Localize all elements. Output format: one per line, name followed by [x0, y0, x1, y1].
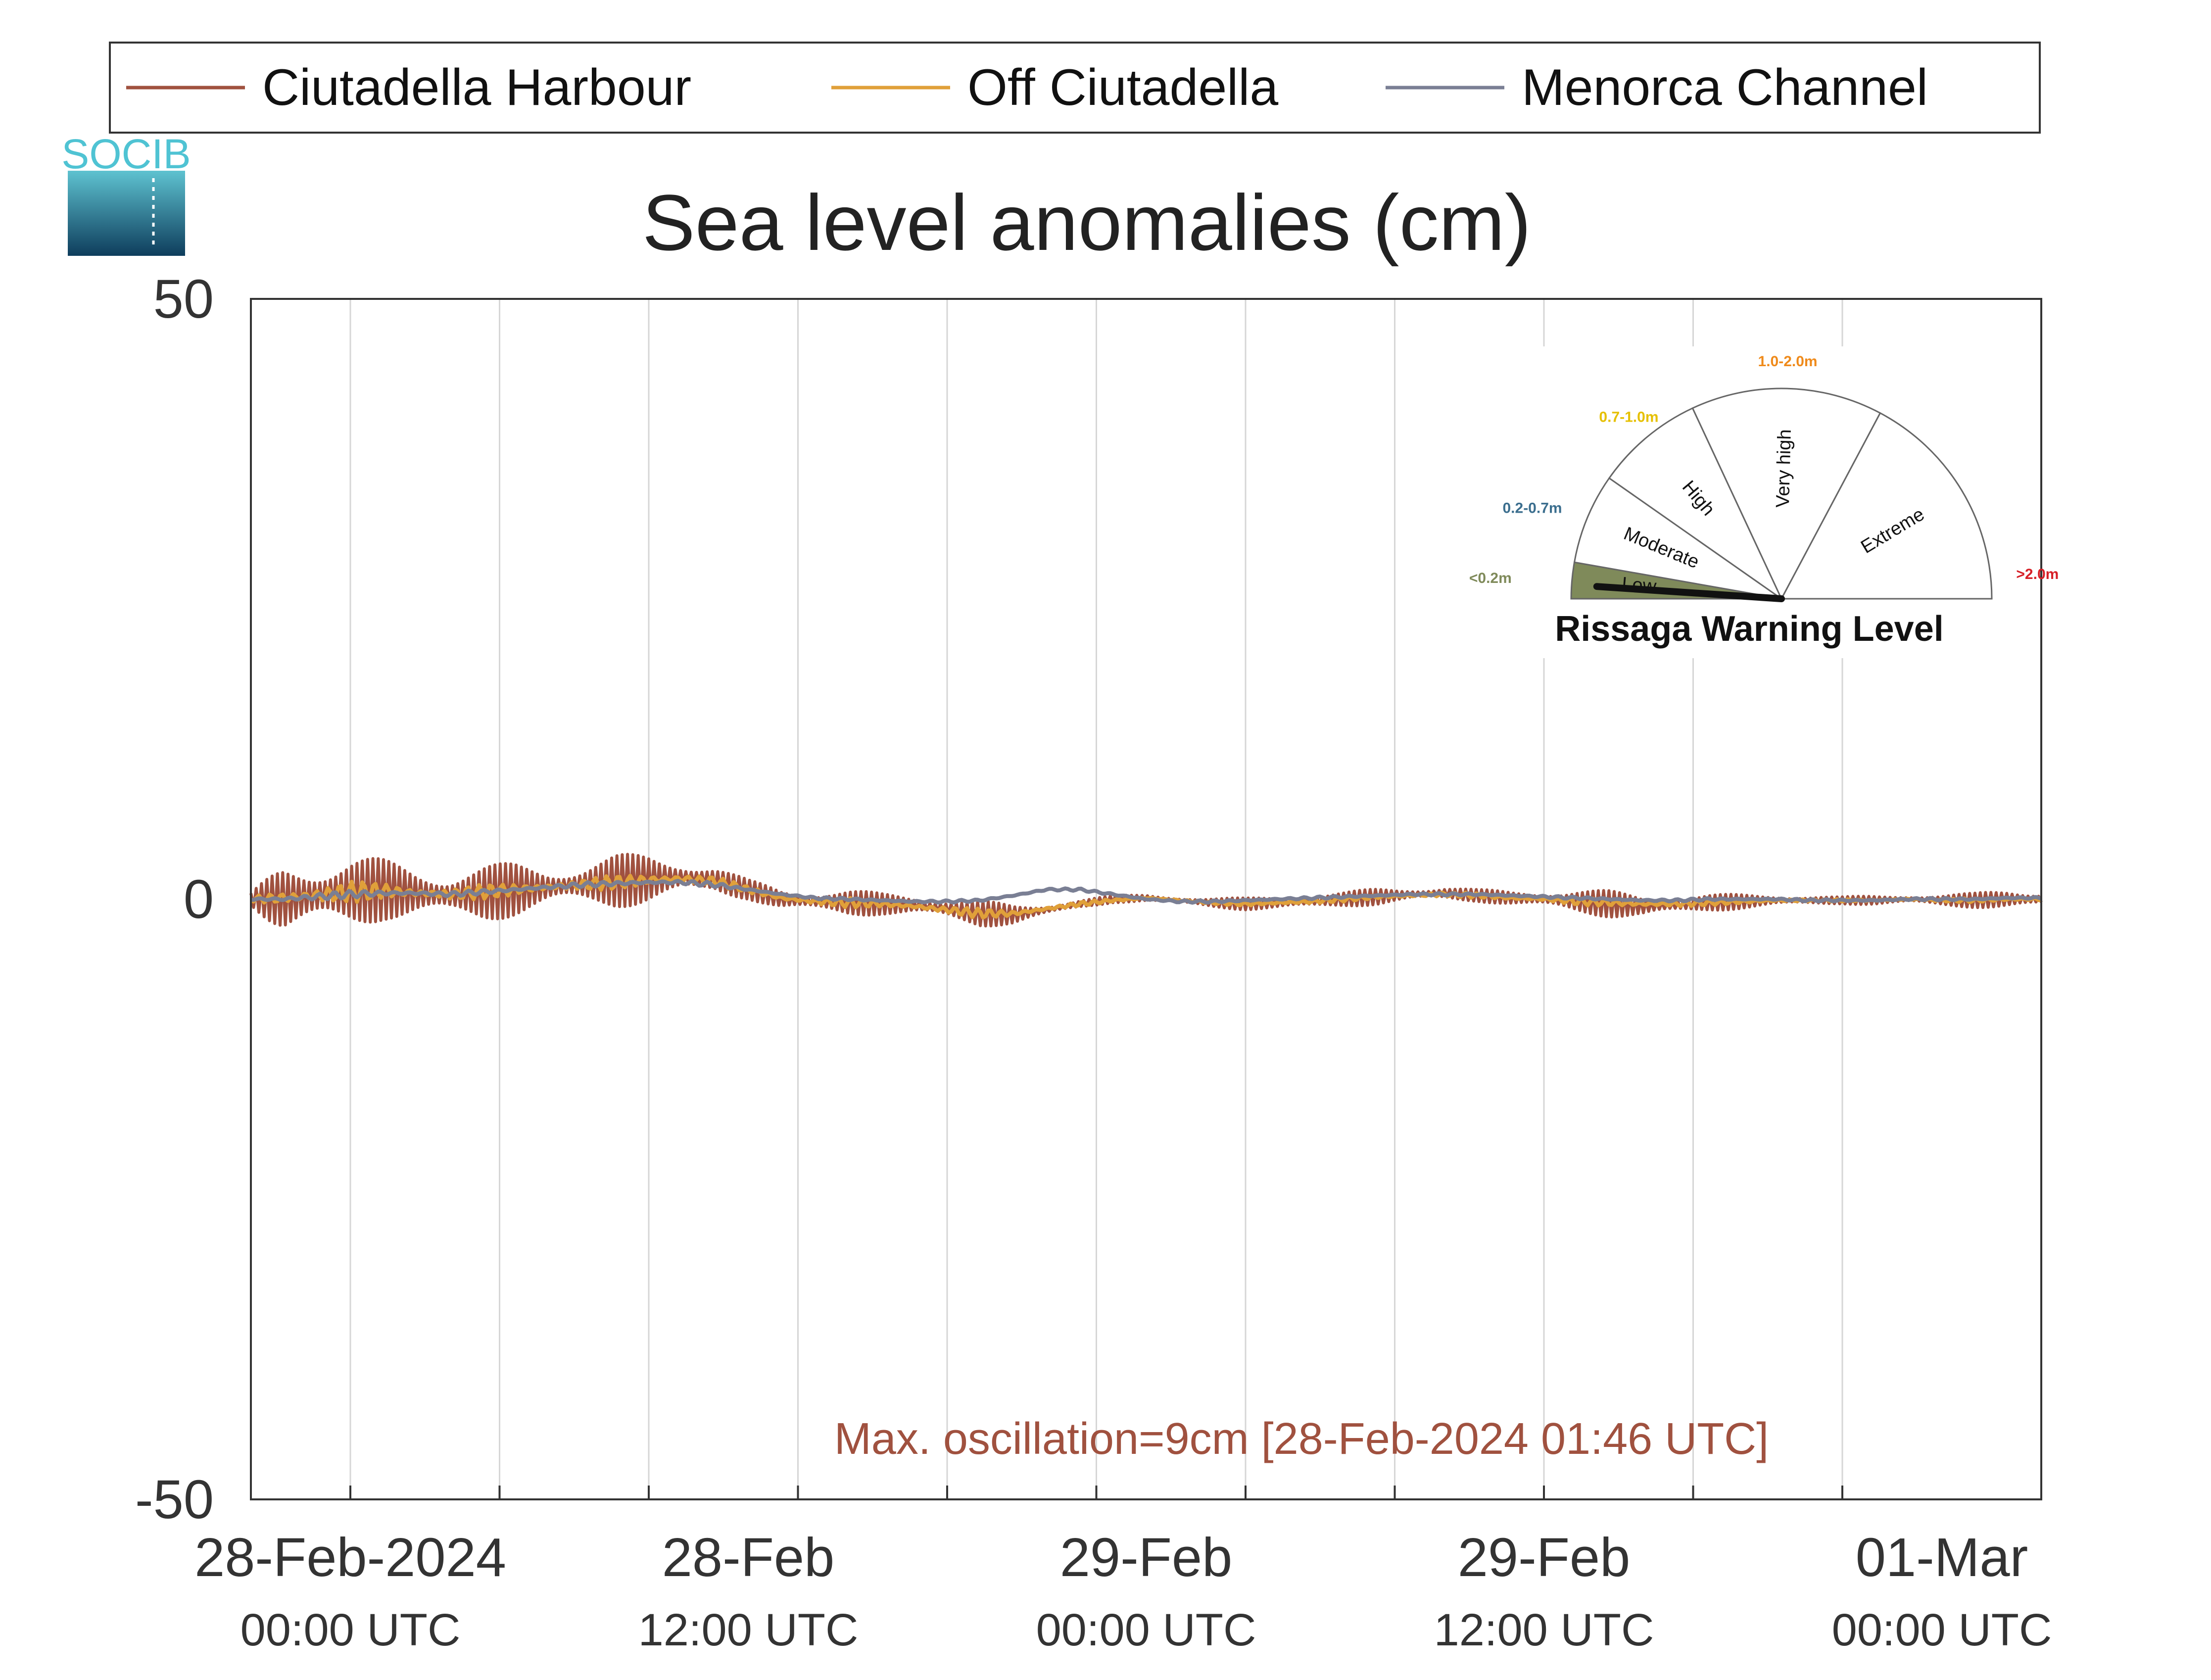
x-tick-label-time: 00:00 UTC: [1832, 1605, 2052, 1655]
x-tick-label-date: 28-Feb: [662, 1527, 835, 1588]
y-tick-label: 50: [153, 269, 214, 330]
gauge-range-label: 0.2-0.7m: [1502, 500, 1562, 516]
series-line: [250, 879, 2042, 905]
legend-items: Ciutadella Harbour Off Ciutadella Menorca …: [126, 59, 1928, 116]
gauge-range-label: 1.0-2.0m: [1758, 353, 1818, 370]
x-tick-label-time: 00:00 UTC: [240, 1605, 461, 1655]
x-tick-label-date: 01-Mar: [1856, 1527, 2028, 1588]
x-tick-labels: 28-Feb-2024 00:00 UTC 28-Feb 12:00 UTC 29-Fe…: [194, 1527, 2052, 1655]
socib-logo: SOCIB: [61, 131, 191, 256]
logo-text: SOCIB: [61, 131, 191, 177]
gauge-needle: [1593, 583, 1785, 602]
gauge-range-label: <0.2m: [1469, 570, 1512, 586]
chart-title: Sea level anomalies (cm): [642, 178, 1531, 267]
x-tick-label-date: 29-Feb: [1060, 1527, 1233, 1588]
gauge-segment: [1573, 477, 1782, 600]
y-tick-label: 0: [184, 869, 214, 930]
gauge-title: Rissaga Warning Level: [1555, 609, 1944, 649]
plot-frame: [250, 298, 2042, 1500]
legend-label: Ciutadella Harbour: [262, 59, 691, 116]
gauge-range-label: >2.0m: [2016, 566, 2059, 582]
x-tick-label-time: 00:00 UTC: [1036, 1605, 1256, 1655]
x-tick-label-time: 12:00 UTC: [1434, 1605, 1654, 1655]
gauge-segments: [1570, 387, 1993, 601]
gauge-range-labels: <0.2m 0.2-0.7m 0.7-1.0m 1.0-2.0m >2.0m: [1469, 353, 2059, 586]
legend-box: [109, 42, 2041, 134]
gauge-segment-label: Very high: [1773, 429, 1795, 508]
gauge-segment: [1691, 387, 1881, 601]
y-tick-label: -50: [135, 1469, 214, 1530]
x-tick-label-time: 12:00 UTC: [638, 1605, 859, 1655]
gauge-segment: [1780, 412, 1993, 600]
series-group: [249, 853, 2043, 928]
gauge-segment: [1608, 407, 1783, 601]
legend-label: Off Ciutadella: [967, 59, 1278, 116]
max-oscillation-annotation: Max. oscillation=9cm [28-Feb-2024 01:46 …: [834, 1414, 1769, 1464]
axis-ticks: [349, 1486, 1843, 1499]
legend: Ciutadella Harbour Off Ciutadella Menorca …: [109, 42, 2041, 134]
logo-gradient-block: [68, 171, 185, 256]
x-tick-label-date: 29-Feb: [1458, 1527, 1631, 1588]
legend-label: Menorca Channel: [1522, 59, 1928, 116]
x-tick-label-date: 28-Feb-2024: [194, 1527, 506, 1588]
gauge-range-label: 0.7-1.0m: [1599, 409, 1658, 425]
y-tick-labels: 50 0 -50: [135, 269, 214, 1530]
